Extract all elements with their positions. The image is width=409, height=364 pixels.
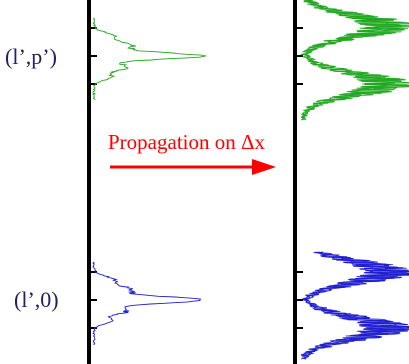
propagation-arrow <box>110 159 276 175</box>
mode-label-upper: (l’,p’) <box>5 44 57 69</box>
upper-input-trace <box>92 17 206 101</box>
lower-output-trace-3 <box>300 251 409 360</box>
propagation-label: Propagation on Δx <box>108 130 265 154</box>
right-axis <box>293 0 303 364</box>
left-axis <box>87 0 97 364</box>
upper-output-trace-3 <box>301 0 409 121</box>
lower-input-trace <box>92 261 202 345</box>
mode-label-lower: (l’,0) <box>14 287 59 312</box>
mode-traces <box>92 0 409 360</box>
